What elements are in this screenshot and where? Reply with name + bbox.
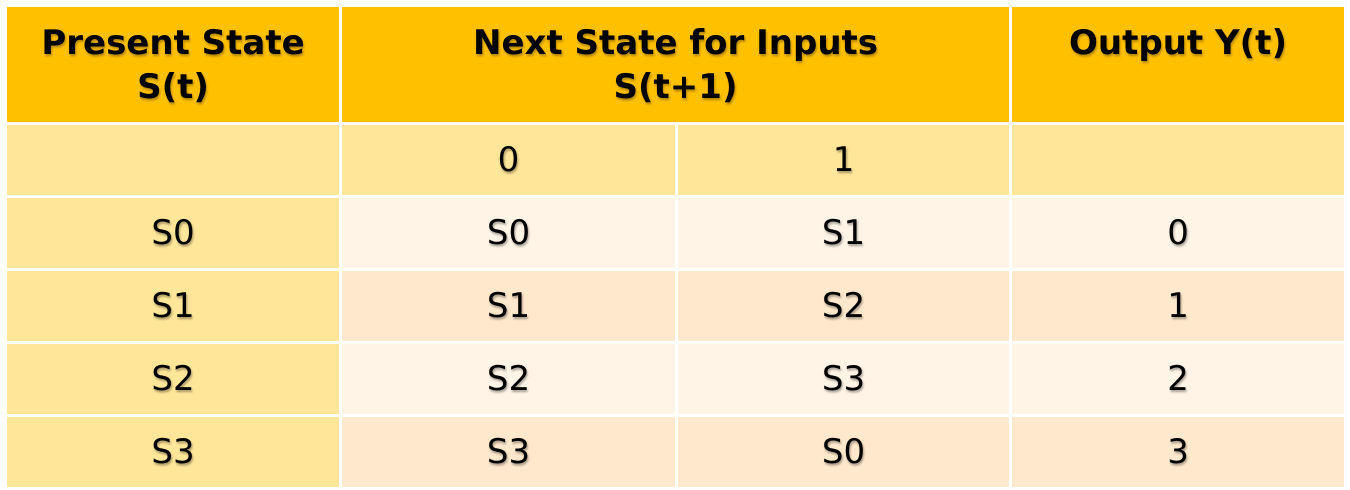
table-row: S2 S2 S3 2 (4, 341, 1348, 417)
table-row: S1 S1 S2 1 (4, 268, 1348, 344)
present-state-cell: S0 (4, 195, 342, 271)
present-state-header-line1: Present State (41, 23, 305, 63)
input-values-output-empty-cell (1009, 122, 1348, 198)
output-cell: 2 (1009, 341, 1348, 417)
input-value-0: 0 (339, 122, 678, 198)
table-row: S3 S3 S0 3 (4, 414, 1348, 490)
next-state-input1-cell: S3 (674, 341, 1013, 417)
present-state-header: Present State S(t) (4, 4, 342, 125)
next-state-header: Next State for Inputs S(t+1) (338, 4, 1013, 125)
header-row: Present State S(t) Next State for Inputs… (4, 4, 1348, 125)
input-value-1: 1 (674, 122, 1013, 198)
present-state-cell: S3 (4, 414, 342, 490)
input-values-empty-cell (4, 122, 342, 198)
next-state-header-line1: Next State for Inputs (473, 23, 879, 63)
present-state-cell: S1 (4, 268, 342, 344)
next-state-input1-cell: S1 (674, 195, 1013, 271)
present-state-header-line2: S(t) (137, 67, 209, 107)
next-state-input0-cell: S1 (339, 268, 678, 344)
present-state-cell: S2 (4, 341, 342, 417)
next-state-input1-cell: S2 (674, 268, 1013, 344)
next-state-header-line2: S(t+1) (613, 67, 738, 107)
next-state-input0-cell: S2 (339, 341, 678, 417)
output-header-line: Output Y(t) (1069, 23, 1287, 63)
table-row: S0 S0 S1 0 (4, 195, 1348, 271)
state-table: Present State S(t) Next State for Inputs… (4, 4, 1348, 490)
output-cell: 3 (1009, 414, 1348, 490)
output-cell: 0 (1009, 195, 1348, 271)
next-state-input1-cell: S0 (674, 414, 1013, 490)
next-state-input0-cell: S3 (339, 414, 678, 490)
input-values-row: 0 1 (4, 122, 1348, 198)
output-header: Output Y(t) (1009, 4, 1348, 125)
output-cell: 1 (1009, 268, 1348, 344)
next-state-input0-cell: S0 (339, 195, 678, 271)
